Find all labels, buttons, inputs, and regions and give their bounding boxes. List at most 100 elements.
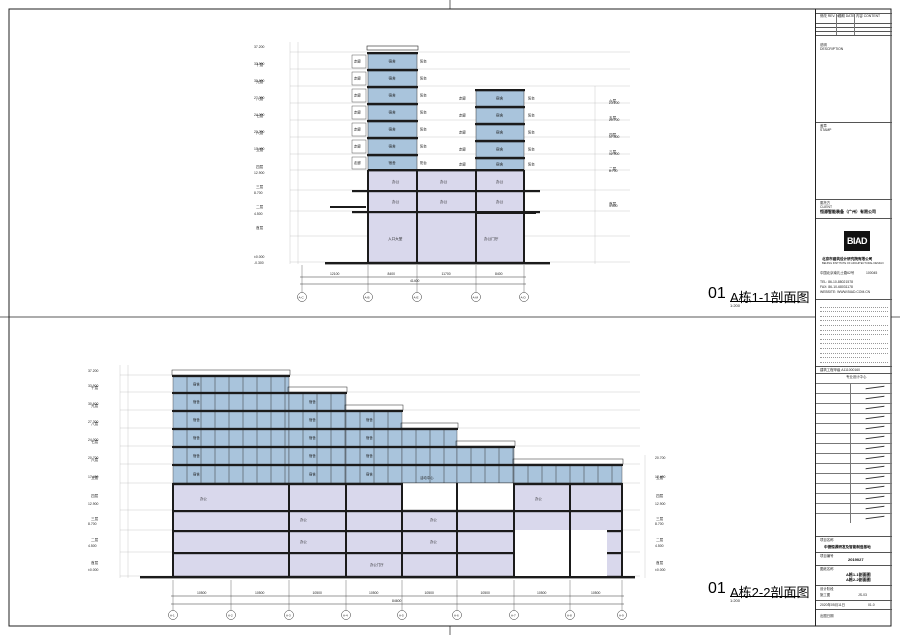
drawing-2-title: A栋2-2剖面图 [730,585,810,600]
institute-postcode: 100045 [866,271,878,275]
room-label: 宿舍 [309,472,316,477]
axis-bubble [284,610,294,620]
elevation-label: -0.300 [254,261,264,265]
ground-slab [325,262,550,265]
level-label: 六层 [91,457,99,462]
corridor-label: 走廊 [459,147,466,152]
level-label: 七层 [256,113,264,118]
level-label: 首层 [256,225,264,230]
print-label: 出图日期 [820,614,834,618]
drawing-1-scale: 1:200 [730,303,741,308]
level-label: 五层 [256,147,264,152]
design-dept: 专业设计中心 [846,375,867,379]
elevation-label: 12.900 [655,502,665,506]
canopy-slab [476,211,536,214]
corridor-label: 走廊 [354,144,361,149]
version: 01.0 [868,603,875,607]
suite-room [513,465,623,484]
floor-slab [367,52,418,55]
drawing-1-number: 01 [708,285,726,302]
note-line [820,320,870,322]
suite-room [288,447,347,465]
elevation-label: 12.900 [254,171,264,175]
room-label: 宿舍 [389,160,397,165]
axis-label: A-2 [228,614,233,618]
room-label: 宿舍 [389,127,397,132]
suite-room [288,393,347,411]
note-line [820,361,888,363]
signature-row [816,413,892,414]
institute-name: 北京市建筑设计研究院有限公司 [822,257,873,261]
note-line [820,334,888,336]
balcony-label: 阳台 [420,93,427,98]
outdoor-area [514,530,607,576]
corridor-label: 走廊 [459,96,466,101]
floor-slab [345,410,403,412]
floor-slab [367,69,418,72]
project-name: 中德恒源研发及智能制造基地 [824,545,871,549]
drawing-2-scale: 1:200 [730,598,741,603]
corridor-label: 走廊 [354,93,361,98]
level-label: 五层 [656,475,664,480]
project-no-label: 项目编号 [820,554,834,558]
corridor [351,105,367,120]
signature-mark [865,425,885,430]
stamp-label: 盖章 [820,124,827,128]
level-label: 九层 [91,403,99,408]
suite-room [401,465,458,484]
room-label: 办公 [200,496,207,501]
signature-mark [865,515,885,520]
room-label: 宿舍 [366,435,373,440]
level-label: 六层 [609,98,617,103]
suite-room [456,465,515,484]
notes-label: 说明 [820,43,827,47]
room-label: 宿舍 [366,472,373,477]
axis-bubble [452,610,462,620]
level-label: 三层 [91,516,99,521]
room-label: 办公 [300,539,307,544]
note-line [820,311,888,313]
corridor [351,54,367,69]
corridor [351,71,367,86]
elevation-label: 12.900 [88,502,98,506]
rev-no-header: 修改 REV. NO. [820,14,843,18]
note-line [820,357,870,359]
room-label: 宿舍 [496,162,504,167]
institute-tel: TEL: 86-10-88021578 [820,280,853,284]
balcony-label: 阳台 [420,110,427,115]
elevation-label: 8.700 [88,522,97,526]
title-block: 修改 REV. NO. 日期 DATE 内容 CONTENT 说明 DESCRI… [815,9,892,626]
signature-row [816,443,892,444]
elevation-label: 4.500 [254,212,263,216]
floor-slab [456,464,515,466]
dimension-total: 84600 [392,599,402,603]
signature-mark [865,455,885,460]
column [523,170,525,262]
ground-slab [140,576,635,579]
suite-room [172,447,290,465]
roof-parapet [344,404,404,411]
elevation-label: ±0.000 [88,568,98,572]
roof-parapet [287,386,348,393]
suite-room [288,465,347,484]
suite-room [172,429,290,447]
axis-bubble [519,292,529,302]
room-label: 宿舍 [193,399,200,404]
column [569,483,571,576]
signature-row [816,403,892,404]
signature-mark [865,475,885,480]
elevation-label: 37.200 [88,369,98,373]
client-label-en: CLIENT [820,205,833,209]
corridor-label: 走廊 [354,110,361,115]
floor-slab [401,464,458,466]
issue-date: 2020年05月11日 [820,603,846,607]
room-label: 宿舍 [193,382,200,387]
signature-row [816,473,892,474]
roof-parapet [171,369,291,376]
balcony-label: 阳台 [420,160,427,165]
note-line [820,306,888,308]
floor-slab [367,154,418,157]
room-label: 宿舍 [496,147,504,152]
note-line [820,315,888,317]
room-label: 宿舍 [496,113,504,118]
